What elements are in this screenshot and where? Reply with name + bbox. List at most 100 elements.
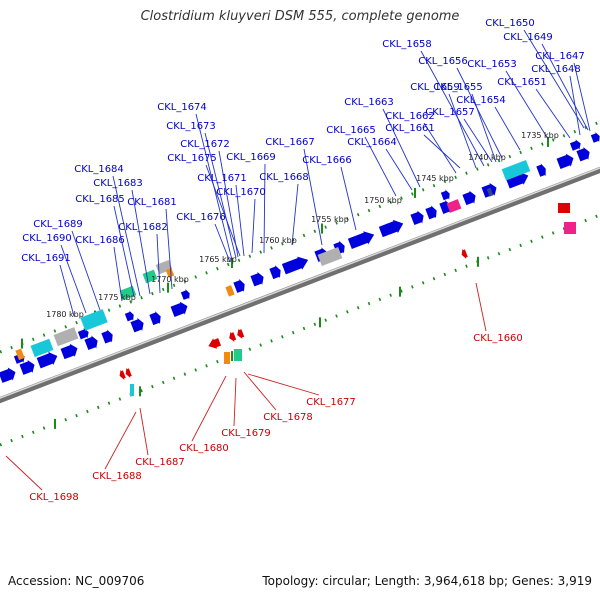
ruler-label: 1780 kbp: [46, 310, 84, 319]
green-reverse-gene: [234, 349, 242, 361]
gene-label-forward: CKL_1672: [180, 139, 230, 150]
leader-line: [463, 118, 493, 163]
leader-line: [535, 88, 571, 139]
leader-line: [263, 163, 266, 254]
gene-label-forward: CKL_1648: [531, 64, 581, 75]
gene-label-reverse: CKL_1688: [92, 471, 142, 482]
accession-text: Accession: NC_009706: [8, 574, 145, 588]
leader-line: [139, 407, 149, 456]
gene-label-forward: CKL_1657: [425, 107, 475, 118]
leader-line: [5, 455, 43, 491]
leader-line: [423, 122, 457, 174]
forward-gene: [124, 310, 134, 322]
gene-labels: CKL_1650 CKL_1649 CKL_1647 CKL_1648 CKL_1658…: [21, 18, 585, 503]
leader-line: [233, 377, 237, 427]
gene-label-forward: CKL_1664: [347, 137, 397, 148]
forward-gene: [505, 171, 529, 189]
gene-label-forward: CKL_1662: [385, 111, 435, 122]
gene-label-forward: CKL_1670: [216, 187, 266, 198]
gene-label-reverse: CKL_1678: [263, 412, 313, 423]
gene-label-forward: CKL_1682: [118, 222, 168, 233]
forward-gene: [576, 146, 590, 162]
forward-gene: [180, 289, 190, 300]
leader-line: [205, 164, 241, 257]
leader-line: [385, 148, 413, 191]
gene-label-reverse: CKL_1677: [306, 397, 356, 408]
map-title: Clostridium kluyveri DSM 555, complete g…: [140, 9, 460, 24]
forward-gene: [269, 265, 281, 280]
leader-line: [71, 230, 101, 311]
ruler-label: 1760 kbp: [259, 236, 297, 245]
reverse-gene: [125, 367, 132, 378]
ruler-label: 1775 kbp: [98, 293, 136, 302]
backbone-highlight: [0, 167, 600, 399]
leader-line: [112, 175, 141, 297]
pink-reverse-gene: [564, 222, 576, 234]
orange-reverse-gene: [224, 352, 230, 364]
leader-line: [573, 62, 591, 132]
gene-label-forward: CKL_1649: [503, 32, 553, 43]
forward-gene: [536, 163, 546, 177]
ruler-label: 1765 kbp: [199, 255, 237, 264]
ruler-label: 1750 kbp: [364, 196, 402, 205]
leader-line: [456, 67, 503, 159]
gray-gene: [53, 327, 79, 347]
gene-label-forward: CKL_1658: [382, 39, 432, 50]
gene-label-forward: CKL_1663: [344, 97, 394, 108]
ruler-label: 1755 kbp: [311, 215, 349, 224]
gene-label-forward: CKL_1651: [497, 77, 547, 88]
leader-line: [505, 70, 549, 140]
leader-line: [569, 75, 581, 136]
gene-label-forward: CKL_1668: [259, 172, 309, 183]
gene-label-forward: CKL_1661: [385, 123, 435, 134]
reverse-gene: [229, 331, 237, 342]
leader-line: [60, 244, 87, 314]
leader-line: [165, 208, 173, 290]
leader-line: [448, 93, 477, 169]
leader-line: [541, 43, 589, 131]
leader-line: [113, 205, 135, 298]
forward-gene: [590, 131, 600, 143]
gene-label-forward: CKL_1666: [302, 155, 352, 166]
leader-line: [59, 264, 75, 317]
leader-line: [303, 148, 323, 246]
gene-label-forward: CKL_1676: [176, 212, 226, 223]
dark-gene: [486, 187, 494, 197]
label-leader-lines: [5, 29, 591, 491]
forward-gene: [101, 329, 113, 344]
gene-label-forward: CKL_1683: [93, 178, 143, 189]
forward-gene: [233, 278, 245, 293]
gene-label-reverse: CKL_1698: [29, 492, 79, 503]
gene-label-reverse: CKL_1687: [135, 457, 185, 468]
cyan-gene: [80, 309, 108, 331]
gene-label-forward: CKL_1691: [21, 253, 71, 264]
forward-gene: [170, 301, 188, 317]
ruler-labels: 1735 kbp 1740 kbp 1745 kbp 1750 kbp 1755 kbp…: [46, 131, 559, 319]
forward-gene: [60, 343, 78, 360]
gray-gene: [317, 246, 343, 267]
genome-backbone: [0, 166, 600, 404]
ruler-label: 1740 kbp: [468, 153, 506, 162]
gene-label-forward: CKL_1685: [75, 194, 125, 205]
leader-line: [131, 189, 151, 295]
orange-gene: [165, 268, 175, 278]
gene-label-forward: CKL_1689: [33, 219, 83, 230]
gene-label-forward: CKL_1690: [22, 233, 72, 244]
leader-line: [251, 198, 256, 254]
leader-line: [218, 150, 239, 258]
leader-line: [291, 183, 299, 246]
leader-line: [471, 93, 497, 163]
cyan-gene: [501, 159, 531, 181]
reverse-gene: [558, 203, 570, 213]
leader-line: [214, 223, 231, 263]
leader-line: [243, 371, 277, 411]
gene-label-forward: CKL_1673: [166, 121, 216, 132]
gene-label-forward: CKL_1654: [456, 95, 506, 106]
gene-label-forward: CKL_1686: [75, 235, 125, 246]
reverse-gene-track: [130, 203, 576, 396]
gene-label-forward: CKL_1684: [74, 164, 124, 175]
leader-line: [204, 132, 237, 259]
leader-line: [235, 184, 245, 257]
leader-line: [420, 50, 485, 167]
leader-line: [191, 375, 227, 442]
